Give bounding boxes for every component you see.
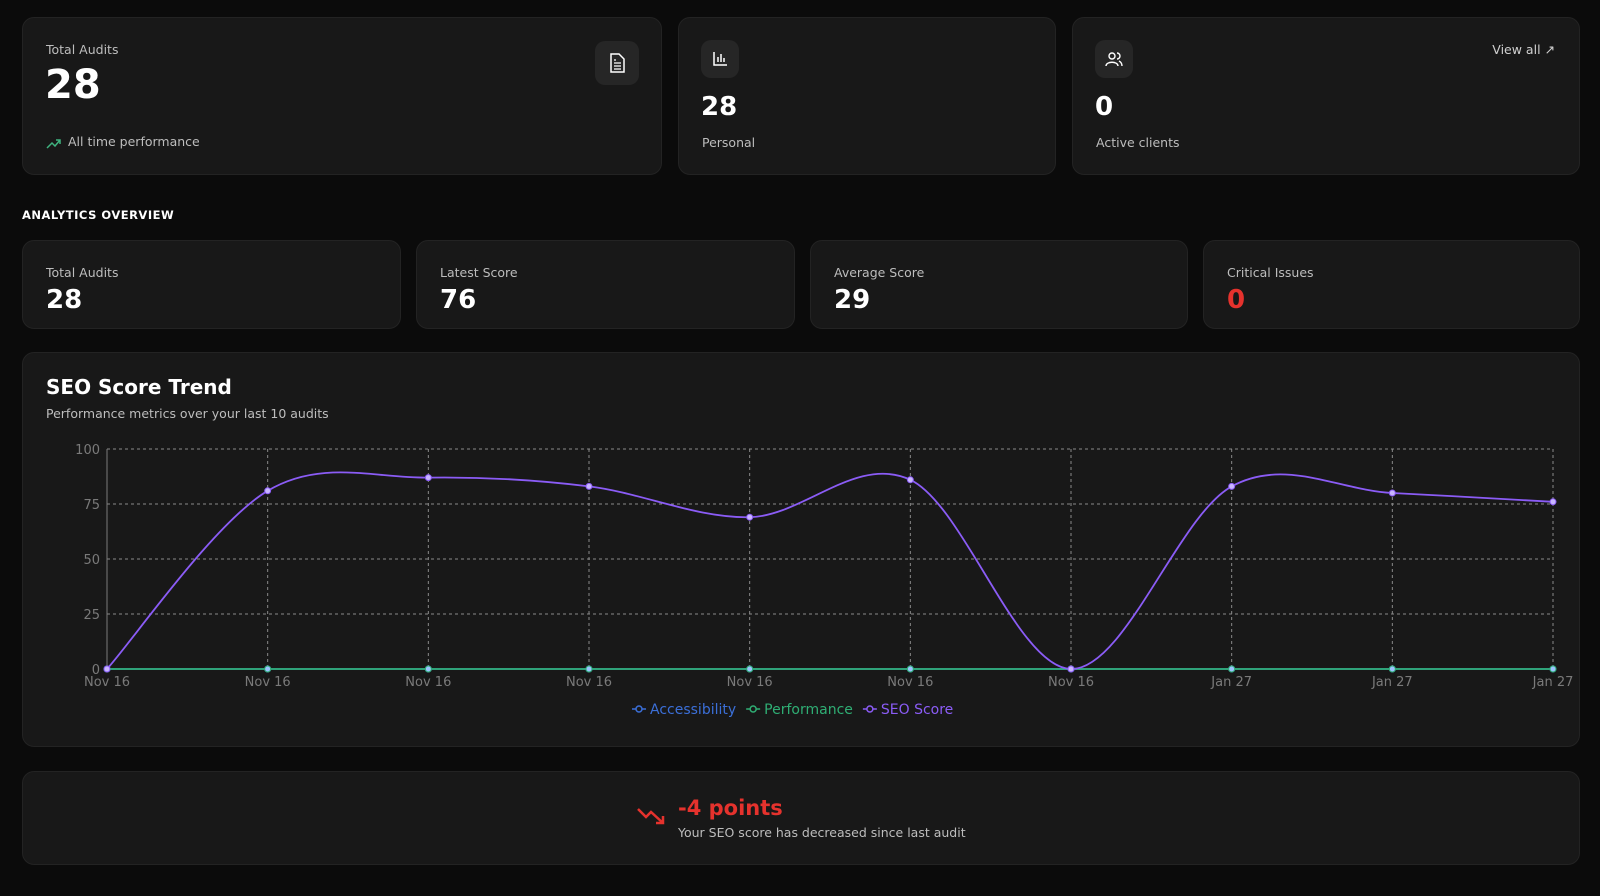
stat-value: 29: [834, 285, 871, 315]
chart-title: SEO Score Trend: [46, 375, 232, 399]
chart-subtitle: Performance metrics over your last 10 au…: [46, 406, 329, 421]
personal-value: 28: [701, 92, 738, 122]
stat-card-average-score: Average Score 29: [810, 240, 1188, 329]
stat-label: Total Audits: [46, 265, 119, 280]
document-icon[interactable]: [595, 41, 639, 85]
total-audits-value: 28: [45, 62, 101, 108]
trend-up-icon: [46, 135, 62, 154]
stat-value: 28: [46, 285, 83, 315]
users-icon: [1095, 40, 1133, 78]
stat-label: Average Score: [834, 265, 925, 280]
seo-trend-card: SEO Score Trend Performance metrics over…: [22, 352, 1580, 747]
stat-value: 76: [440, 285, 477, 315]
score-change-card: -4 points Your SEO score has decreased s…: [22, 771, 1580, 865]
total-audits-card: Total Audits 28 All time performance: [22, 17, 662, 175]
stat-label: Latest Score: [440, 265, 518, 280]
personal-label: Personal: [702, 135, 756, 150]
stat-card-total-audits: Total Audits 28: [22, 240, 401, 329]
analytics-heading: ANALYTICS OVERVIEW: [22, 208, 175, 222]
stat-value: 0: [1227, 285, 1246, 315]
all-time-label: All time performance: [68, 134, 200, 149]
view-all-link[interactable]: View all ↗: [1492, 42, 1555, 57]
total-audits-label: Total Audits: [46, 42, 119, 57]
bar-chart-icon: [701, 40, 739, 78]
stat-card-latest-score: Latest Score 76: [416, 240, 795, 329]
clients-card: 0 Active clients View all ↗: [1072, 17, 1580, 175]
score-change-message: Your SEO score has decreased since last …: [678, 825, 966, 840]
stat-label: Critical Issues: [1227, 265, 1314, 280]
clients-value: 0: [1095, 92, 1114, 122]
clients-label: Active clients: [1096, 135, 1180, 150]
score-change-value: -4 points: [678, 796, 783, 820]
stat-card-critical-issues: Critical Issues 0: [1203, 240, 1580, 329]
trending-down-icon: [637, 806, 667, 830]
personal-card: 28 Personal: [678, 17, 1056, 175]
